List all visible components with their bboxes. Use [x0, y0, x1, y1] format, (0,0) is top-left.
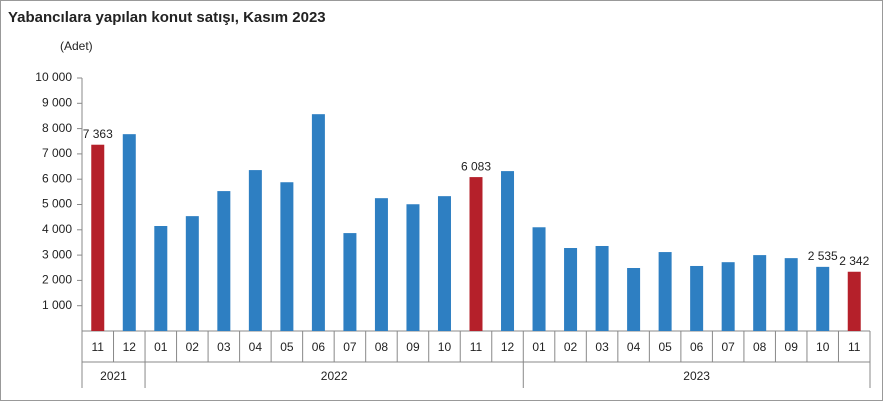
- bar: [816, 266, 830, 331]
- value-label: 7 363: [83, 127, 113, 141]
- y-tick-label: 8 000: [42, 121, 72, 135]
- y-tick-label: 3 000: [42, 247, 72, 261]
- y-tick-label: 1 000: [42, 298, 72, 312]
- x-tick-label: 10: [816, 340, 830, 354]
- x-tick-label: 01: [532, 340, 546, 354]
- x-tick-label: 01: [154, 340, 168, 354]
- bar: [784, 258, 798, 331]
- x-tick-label: 05: [658, 340, 672, 354]
- x-tick-label: 04: [249, 340, 263, 354]
- x-tick-label: 06: [690, 340, 704, 354]
- x-tick-label: 03: [595, 340, 609, 354]
- bar: [154, 226, 168, 331]
- y-tick-label: 7 000: [42, 146, 72, 160]
- value-label: 2 342: [839, 254, 869, 268]
- bar: [185, 216, 199, 331]
- bar: [721, 262, 735, 331]
- x-tick-label: 06: [312, 340, 326, 354]
- x-tick-label: 12: [501, 340, 515, 354]
- y-tick-label: 6 000: [42, 171, 72, 185]
- bar: [753, 255, 767, 331]
- bar: [501, 171, 515, 331]
- bar: [311, 114, 325, 331]
- bar: [374, 198, 388, 331]
- bar: [658, 252, 672, 331]
- x-tick-label: 11: [470, 340, 483, 354]
- bar: [532, 227, 546, 331]
- bar: [91, 144, 105, 331]
- year-label: 2021: [100, 369, 127, 383]
- y-tick-label: 5 000: [42, 197, 72, 211]
- y-tick-label: 9 000: [42, 95, 72, 109]
- x-tick-label: 10: [438, 340, 452, 354]
- x-tick-label: 07: [721, 340, 735, 354]
- x-tick-label: 09: [406, 340, 420, 354]
- y-tick-label: 10 000: [35, 70, 72, 84]
- bar: [847, 271, 861, 331]
- x-tick-label: 04: [627, 340, 641, 354]
- bar: [690, 265, 704, 331]
- bar: [248, 170, 262, 331]
- bar: [627, 268, 641, 331]
- year-label: 2023: [683, 369, 710, 383]
- bar: [406, 204, 420, 331]
- x-tick-label: 12: [123, 340, 137, 354]
- x-tick-label: 05: [280, 340, 294, 354]
- x-tick-label: 08: [375, 340, 389, 354]
- bar: [437, 196, 451, 331]
- bar: [122, 134, 136, 331]
- value-label: 6 083: [461, 159, 491, 173]
- y-tick-label: 2 000: [42, 273, 72, 287]
- x-tick-label: 07: [343, 340, 357, 354]
- x-tick-label: 03: [217, 340, 231, 354]
- y-axis-label: (Adet): [60, 39, 93, 53]
- x-tick-label: 08: [753, 340, 767, 354]
- value-label: 2 535: [808, 249, 838, 263]
- bar: [280, 182, 294, 331]
- x-tick-label: 09: [785, 340, 799, 354]
- bar: [343, 233, 357, 331]
- year-label: 2022: [321, 369, 348, 383]
- x-tick-label: 02: [564, 340, 578, 354]
- bar: [595, 245, 609, 331]
- bar: [564, 248, 578, 331]
- y-tick-label: 4 000: [42, 222, 72, 236]
- chart-title: Yabancılara yapılan konut satışı, Kasım …: [8, 9, 326, 26]
- bar: [217, 191, 231, 331]
- bar: [469, 177, 483, 331]
- x-tick-label: 11: [848, 340, 861, 354]
- x-tick-label: 11: [92, 340, 105, 354]
- x-tick-label: 02: [186, 340, 200, 354]
